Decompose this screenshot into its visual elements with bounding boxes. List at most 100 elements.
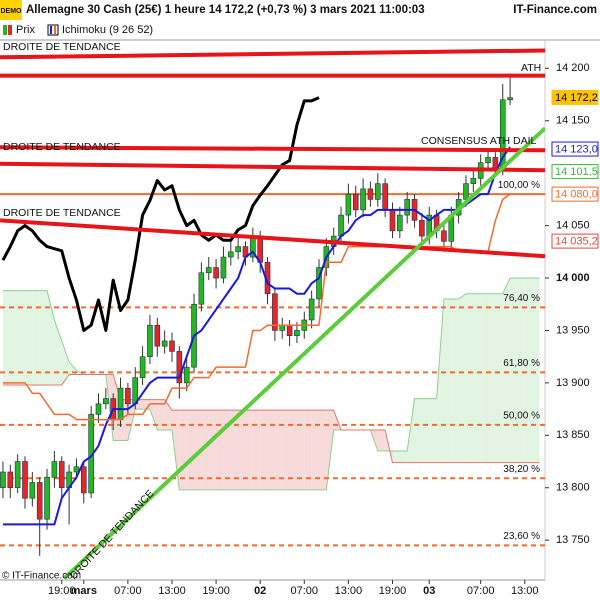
- cloud-span: [2, 373, 540, 464]
- cloud-fill: [304, 410, 312, 490]
- price-label-box: [551, 233, 599, 249]
- candle-body: [279, 324, 286, 331]
- y-tick-label: 13 850: [556, 429, 590, 441]
- candle-body: [139, 356, 146, 378]
- indicator-line: [2, 146, 511, 526]
- annotation: DROITE DE TENDANCE: [3, 141, 121, 153]
- y-tick-label: 13 800: [556, 482, 590, 494]
- candle-body: [205, 267, 212, 274]
- cloud-fill: [399, 451, 408, 463]
- x-tick-label: 03: [423, 585, 435, 597]
- cloud-fill: [2, 290, 11, 385]
- cloud-fill: [311, 410, 319, 490]
- cloud-fill: [260, 410, 268, 490]
- trendline: [0, 145, 545, 153]
- price-label: 14 101,5: [555, 166, 598, 178]
- x-tick-label: 13:00: [335, 585, 363, 597]
- candle-body: [352, 193, 359, 211]
- cloud-fill: [194, 410, 202, 490]
- price-label-box: [551, 164, 599, 180]
- fib-label: 50,00 %: [503, 410, 540, 421]
- cloud-fill: [532, 278, 540, 463]
- candle-body: [419, 220, 425, 237]
- candle-body: [382, 183, 388, 211]
- annotation: DROITE DE TENDANCE: [67, 488, 156, 582]
- candle-body: [294, 330, 300, 336]
- cloud-fill: [421, 398, 430, 463]
- x-tick-label: 02: [254, 585, 266, 597]
- copyright: © IT-Finance.com: [2, 571, 81, 582]
- cloud-fill: [164, 399, 172, 431]
- candle-body: [58, 461, 65, 489]
- price-label-box: [551, 141, 599, 157]
- cloud-fill: [149, 399, 158, 431]
- candle-body: [80, 466, 87, 494]
- candle-body: [441, 230, 447, 242]
- cloud-fill: [443, 298, 452, 463]
- x-tick-label: 19:00: [202, 585, 230, 597]
- title: Allemagne 30 Cash (25€) 1 heure 14 172,2…: [26, 4, 425, 16]
- cloud-fill: [524, 278, 533, 463]
- candle-body: [316, 267, 322, 300]
- candle-body: [492, 157, 499, 169]
- cloud-fill: [318, 410, 327, 490]
- cloud-fill: [127, 399, 136, 441]
- candle-body: [147, 324, 153, 357]
- candle-body: [404, 199, 410, 216]
- candle-body: [125, 387, 131, 405]
- annotation: DROITE DE TENDANCE: [3, 207, 121, 219]
- fib-label: 38,20 %: [503, 464, 540, 475]
- fib-label: 23,60 %: [503, 531, 540, 542]
- legend-icon: [8, 25, 12, 35]
- cloud-fill: [473, 293, 481, 463]
- cloud-fill: [480, 293, 489, 463]
- cloud-fill: [502, 278, 511, 463]
- candle-body: [235, 246, 241, 253]
- cloud-fill: [429, 398, 437, 463]
- fib-label: 100,00 %: [498, 180, 540, 191]
- cloud-fill: [69, 361, 77, 375]
- cloud-fill: [238, 410, 246, 490]
- price-label-box: [551, 186, 599, 202]
- candle-body: [176, 351, 183, 384]
- price-label: 14 080,0: [555, 189, 598, 201]
- cloud-fill: [495, 293, 503, 463]
- candle-body: [7, 471, 14, 489]
- candle-body: [308, 298, 315, 321]
- legend-label: Prix: [16, 24, 35, 36]
- annotation: ATH: [521, 62, 541, 74]
- x-tick-label: 19:00: [48, 585, 76, 597]
- legend-label: Ichimoku (9 26 52): [62, 24, 153, 36]
- cloud-fill: [465, 293, 474, 463]
- legend-icon: [47, 24, 59, 36]
- y-tick-label: 13 950: [556, 324, 590, 336]
- candle-body: [73, 466, 80, 473]
- candle-body: [29, 482, 36, 499]
- price-label: 14 172,2: [555, 92, 598, 104]
- candle-body: [51, 461, 58, 478]
- price-label: 14 035,2: [555, 236, 598, 248]
- cloud-fill: [24, 290, 33, 385]
- y-tick-label: 14 150: [556, 115, 590, 127]
- y-tick-label: 14 000: [556, 272, 590, 284]
- indicator-line: [1, 96, 320, 332]
- candle-body: [272, 293, 278, 331]
- cloud-fill: [267, 410, 275, 490]
- x-tick-label: 07:00: [291, 585, 319, 597]
- candle-body: [198, 272, 205, 305]
- candle-body: [374, 183, 381, 200]
- cloud-fill: [186, 410, 195, 490]
- y-tick-label: 13 750: [556, 534, 590, 546]
- cloud-fill: [208, 410, 217, 490]
- candle-body: [485, 157, 491, 163]
- price-label-box: [551, 89, 599, 105]
- cloud-fill: [510, 278, 518, 463]
- candle-body: [154, 324, 161, 347]
- cloud-fill: [326, 410, 334, 490]
- trendline: [0, 48, 545, 60]
- x-tick-label: 13:00: [158, 585, 186, 597]
- candle-body: [345, 193, 352, 216]
- candle-body: [161, 340, 168, 347]
- candle-body: [507, 97, 513, 101]
